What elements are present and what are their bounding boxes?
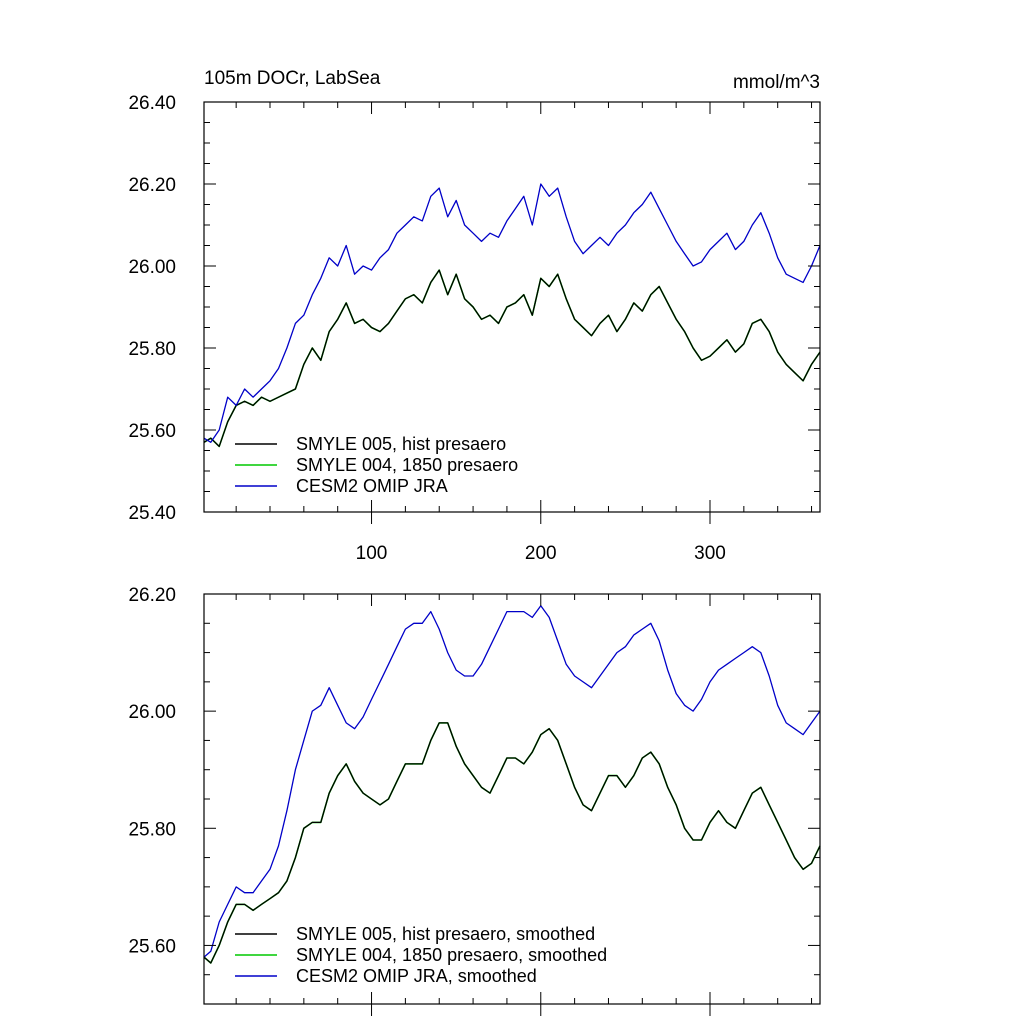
x-tick-label: 200: [525, 543, 557, 564]
y-tick-label: 25.60: [128, 936, 176, 957]
legend-label: SMYLE 004, 1850 presaero: [296, 455, 518, 475]
y-tick-label: 25.60: [128, 421, 176, 442]
legend-label: SMYLE 004, 1850 presaero, smoothed: [296, 945, 607, 965]
series-layer: [203, 183, 821, 448]
legend-label: CESM2 OMIP JRA: [296, 476, 448, 496]
chart-top-panel: 105m DOCr, LabSea mmol/m^3 25.4025.6025.…: [128, 68, 821, 564]
axis-layer: 25.60 25.80 26.00 26.20: [128, 585, 820, 1016]
plot-frame: [203, 101, 821, 513]
plot-frame: [203, 593, 821, 1005]
series-line-1: [203, 269, 821, 448]
y-tick-label: 26.00: [128, 257, 176, 278]
axis-layer: 25.40 25.60 25.80 26.00 26.20 26.40 100 200 300: [128, 93, 820, 564]
x-tick-label: 300: [694, 543, 726, 564]
series-line-2: [203, 605, 821, 958]
y-tick-label: 26.20: [128, 175, 176, 196]
series-line-0: [203, 722, 821, 964]
legend-label: CESM2 OMIP JRA, smoothed: [296, 966, 537, 986]
units-label: mmol/m^3: [733, 72, 820, 93]
legend-label: SMYLE 005, hist presaero: [296, 434, 506, 454]
legend-label: SMYLE 005, hist presaero, smoothed: [296, 924, 595, 944]
y-tick-label: 26.40: [128, 93, 176, 114]
series-line-2: [203, 183, 821, 443]
series-layer: [203, 605, 821, 964]
y-tick-label: 25.80: [128, 339, 176, 360]
x-tick-label: 100: [356, 543, 388, 564]
y-tick-label: 25.40: [128, 503, 176, 524]
legend: SMYLE 005, hist presaero, smoothedSMYLE …: [235, 924, 607, 986]
y-tick-label: 26.20: [128, 585, 176, 606]
chart-title: 105m DOCr, LabSea: [204, 68, 381, 89]
y-tick-label: 26.00: [128, 702, 176, 723]
y-tick-label: 25.80: [128, 819, 176, 840]
chart-bottom-panel: 25.60 25.80 26.00 26.20 SMYLE 005, hist pre…: [128, 585, 821, 1016]
series-line-0: [203, 269, 821, 448]
